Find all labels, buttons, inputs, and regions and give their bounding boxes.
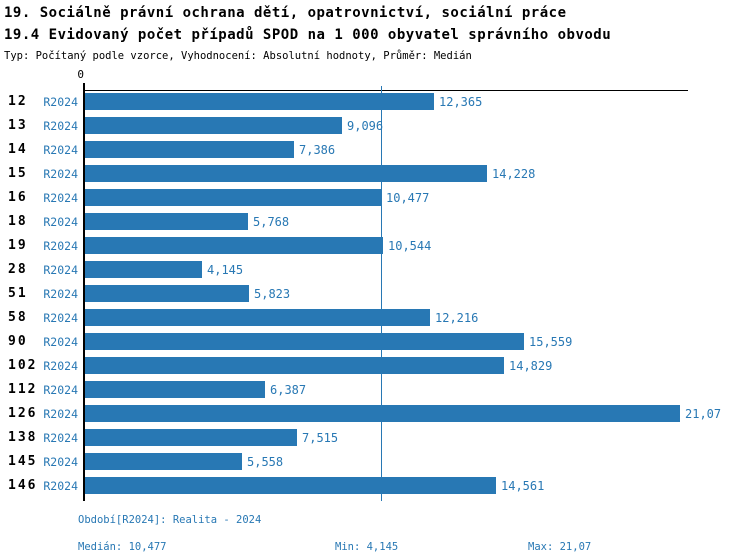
series-label: R2024 [43, 431, 78, 445]
page-title: 19. Sociálně právní ochrana dětí, opatro… [4, 5, 567, 21]
series-label: R2024 [43, 287, 78, 301]
category-label: 126 [8, 406, 38, 421]
series-label: R2024 [43, 143, 78, 157]
value-label: 14,829 [509, 359, 553, 373]
category-label: 90 [8, 334, 28, 349]
footer-min: Min: 4,145 [335, 541, 399, 553]
chart-row: 138 R2024 7,515 [0, 426, 750, 450]
chart-subtitle: 19.4 Evidovaný počet případů SPOD na 1 0… [4, 27, 612, 43]
series-label: R2024 [43, 95, 78, 109]
category-label: 16 [8, 190, 28, 205]
axis-zero-label: 0 [77, 68, 84, 81]
chart-row: 15 R2024 14,228 [0, 162, 750, 186]
chart-row: 12 R2024 12,365 [0, 90, 750, 114]
series-label: R2024 [43, 479, 78, 493]
bar [85, 141, 294, 158]
value-label: 6,387 [270, 383, 307, 397]
series-label: R2024 [43, 359, 78, 373]
series-label: R2024 [43, 311, 78, 325]
value-label: 15,559 [529, 335, 573, 349]
value-label: 12,365 [439, 95, 483, 109]
series-label: R2024 [43, 167, 78, 181]
value-label: 21,07 [685, 407, 722, 421]
chart-meta-line: Typ: Počítaný podle vzorce, Vyhodnocení:… [4, 50, 472, 62]
footer-period: Období[R2024]: Realita - 2024 [78, 514, 262, 526]
bar [85, 357, 504, 374]
category-label: 13 [8, 118, 28, 133]
value-label: 7,386 [299, 143, 336, 157]
chart-row: 146 R2024 14,561 [0, 474, 750, 498]
series-label: R2024 [43, 191, 78, 205]
chart-row: 112 R2024 6,387 [0, 378, 750, 402]
plot-top-border [84, 90, 688, 91]
series-label: R2024 [43, 455, 78, 469]
value-label: 10,477 [386, 191, 430, 205]
category-label: 19 [8, 238, 28, 253]
bar [85, 285, 249, 302]
bar [85, 309, 430, 326]
footer-max: Max: 21,07 [528, 541, 592, 553]
category-label: 58 [8, 310, 28, 325]
bar [85, 477, 496, 494]
category-label: 28 [8, 262, 28, 277]
bar [85, 429, 297, 446]
bar [85, 237, 383, 254]
bar [85, 117, 342, 134]
value-label: 9,096 [347, 119, 384, 133]
bar [85, 189, 381, 206]
series-label: R2024 [43, 263, 78, 277]
bar [85, 333, 524, 350]
value-label: 14,561 [501, 479, 545, 493]
series-label: R2024 [43, 119, 78, 133]
y-axis-line [83, 83, 85, 501]
series-label: R2024 [43, 335, 78, 349]
category-label: 51 [8, 286, 28, 301]
category-label: 14 [8, 142, 28, 157]
chart-row: 126 R2024 21,07 [0, 402, 750, 426]
value-label: 14,228 [492, 167, 536, 181]
bar [85, 261, 202, 278]
chart-row: 28 R2024 4,145 [0, 258, 750, 282]
chart-row: 18 R2024 5,768 [0, 210, 750, 234]
bar [85, 381, 265, 398]
category-label: 138 [8, 430, 38, 445]
chart-rows: 12 R2024 12,365 13 R2024 9,096 14 R2024 7,386 15 R… [0, 90, 750, 498]
median-line [381, 86, 382, 501]
category-label: 102 [8, 358, 38, 373]
chart-row: 14 R2024 7,386 [0, 138, 750, 162]
value-label: 5,768 [253, 215, 290, 229]
chart-row: 145 R2024 5,558 [0, 450, 750, 474]
bar [85, 165, 487, 182]
chart-row: 16 R2024 10,477 [0, 186, 750, 210]
series-label: R2024 [43, 407, 78, 421]
category-label: 145 [8, 454, 38, 469]
chart-row: 58 R2024 12,216 [0, 306, 750, 330]
footer-median: Medián: 10,477 [78, 541, 167, 553]
value-label: 7,515 [302, 431, 339, 445]
chart-row: 13 R2024 9,096 [0, 114, 750, 138]
value-label: 4,145 [207, 263, 244, 277]
chart-row: 51 R2024 5,823 [0, 282, 750, 306]
series-label: R2024 [43, 215, 78, 229]
value-label: 5,823 [254, 287, 291, 301]
category-label: 18 [8, 214, 28, 229]
category-label: 146 [8, 478, 38, 493]
chart-row: 90 R2024 15,559 [0, 330, 750, 354]
series-label: R2024 [43, 239, 78, 253]
category-label: 12 [8, 94, 28, 109]
bar [85, 93, 434, 110]
bar [85, 405, 680, 422]
chart-row: 19 R2024 10,544 [0, 234, 750, 258]
category-label: 15 [8, 166, 28, 181]
value-label: 10,544 [388, 239, 432, 253]
bar [85, 213, 248, 230]
value-label: 12,216 [435, 311, 479, 325]
value-label: 5,558 [247, 455, 284, 469]
series-label: R2024 [43, 383, 78, 397]
bar [85, 453, 242, 470]
chart-row: 102 R2024 14,829 [0, 354, 750, 378]
category-label: 112 [8, 382, 38, 397]
